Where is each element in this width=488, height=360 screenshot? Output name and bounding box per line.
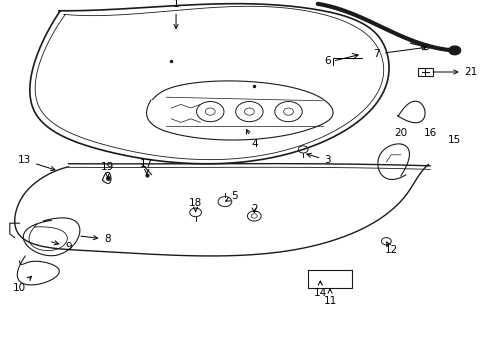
Text: 4: 4	[246, 129, 257, 149]
Text: 8: 8	[81, 234, 111, 244]
Text: 21: 21	[432, 67, 477, 77]
Text: 11: 11	[323, 289, 336, 306]
Text: 10: 10	[13, 276, 31, 293]
Text: 15: 15	[447, 135, 461, 145]
Text: 9: 9	[51, 241, 72, 252]
Text: 2: 2	[250, 204, 257, 214]
Text: 17: 17	[140, 159, 153, 174]
Text: 12: 12	[384, 242, 397, 255]
Text: 19: 19	[101, 162, 114, 178]
Text: 1: 1	[172, 0, 179, 28]
Circle shape	[448, 46, 460, 55]
Text: 14: 14	[313, 281, 326, 298]
Text: 13: 13	[18, 155, 55, 171]
Text: 20: 20	[394, 128, 407, 138]
Text: 5: 5	[225, 191, 238, 201]
Text: 18: 18	[188, 198, 202, 212]
Text: 16: 16	[423, 128, 436, 138]
Text: 7: 7	[372, 46, 426, 59]
Text: 6: 6	[324, 56, 330, 66]
Bar	[417, 68, 432, 76]
Text: 3: 3	[306, 153, 330, 165]
